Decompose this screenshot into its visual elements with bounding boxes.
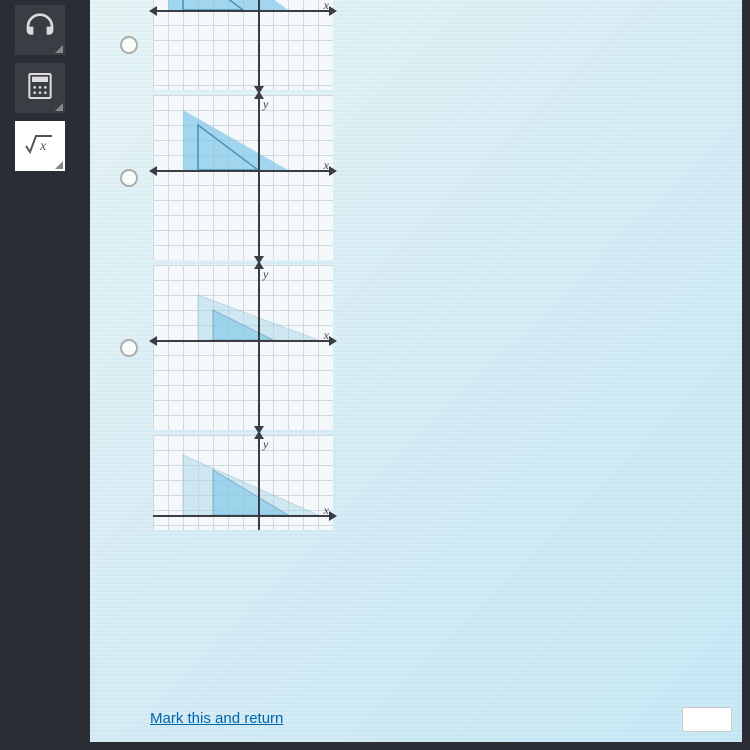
graph-3: x y bbox=[153, 265, 333, 430]
y-label-3: y bbox=[263, 267, 268, 282]
triangle-1-outer bbox=[168, 0, 288, 10]
arrow-right-1 bbox=[329, 6, 337, 16]
arrow-right-4 bbox=[329, 511, 337, 521]
option-2: x y bbox=[120, 95, 742, 260]
footer-button[interactable] bbox=[682, 707, 732, 732]
graph-1: x bbox=[153, 0, 333, 90]
y-label-2: y bbox=[263, 97, 268, 112]
x-axis-3 bbox=[153, 340, 333, 342]
x-label-4: x bbox=[324, 503, 329, 518]
x-label-3: x bbox=[324, 328, 329, 343]
graph-2-svg bbox=[153, 95, 333, 260]
sqrt-icon: x bbox=[24, 128, 56, 165]
arrow-left-2 bbox=[149, 166, 157, 176]
y-axis-4 bbox=[258, 435, 260, 530]
option-4: x y bbox=[120, 435, 742, 530]
y-label-4: y bbox=[263, 437, 268, 452]
calculator-icon bbox=[24, 70, 56, 107]
arrow-left-1 bbox=[149, 6, 157, 16]
content-area: x x y bbox=[90, 0, 742, 742]
graph-3-svg bbox=[153, 265, 333, 430]
headphones-icon bbox=[24, 12, 56, 49]
x-axis-2 bbox=[153, 170, 333, 172]
y-axis-2 bbox=[258, 95, 260, 260]
radio-2[interactable] bbox=[120, 169, 138, 187]
arrow-right-3 bbox=[329, 336, 337, 346]
calculator-tool[interactable] bbox=[15, 63, 65, 113]
graph-1-svg bbox=[153, 0, 333, 90]
svg-text:x: x bbox=[39, 139, 47, 154]
radio-3[interactable] bbox=[120, 339, 138, 357]
arrow-right-2 bbox=[329, 166, 337, 176]
radio-1[interactable] bbox=[120, 36, 138, 54]
x-label-2: x bbox=[324, 158, 329, 173]
arrow-left-3 bbox=[149, 336, 157, 346]
triangle-4-inner bbox=[213, 470, 288, 515]
option-3: x y bbox=[120, 265, 742, 430]
graph-4: x y bbox=[153, 435, 333, 530]
x-label-1: x bbox=[324, 0, 329, 13]
graph-2: x y bbox=[153, 95, 333, 260]
x-axis-1 bbox=[153, 10, 333, 12]
sqrt-tool[interactable]: x bbox=[15, 121, 65, 171]
answer-options: x x y bbox=[90, 0, 742, 530]
option-1: x bbox=[120, 0, 742, 90]
mark-return-link[interactable]: Mark this and return bbox=[150, 710, 283, 727]
x-axis-4 bbox=[153, 515, 333, 517]
y-axis-1 bbox=[258, 0, 260, 90]
tool-sidebar: x bbox=[15, 0, 75, 171]
headphones-tool[interactable] bbox=[15, 5, 65, 55]
y-axis-3 bbox=[258, 265, 260, 430]
